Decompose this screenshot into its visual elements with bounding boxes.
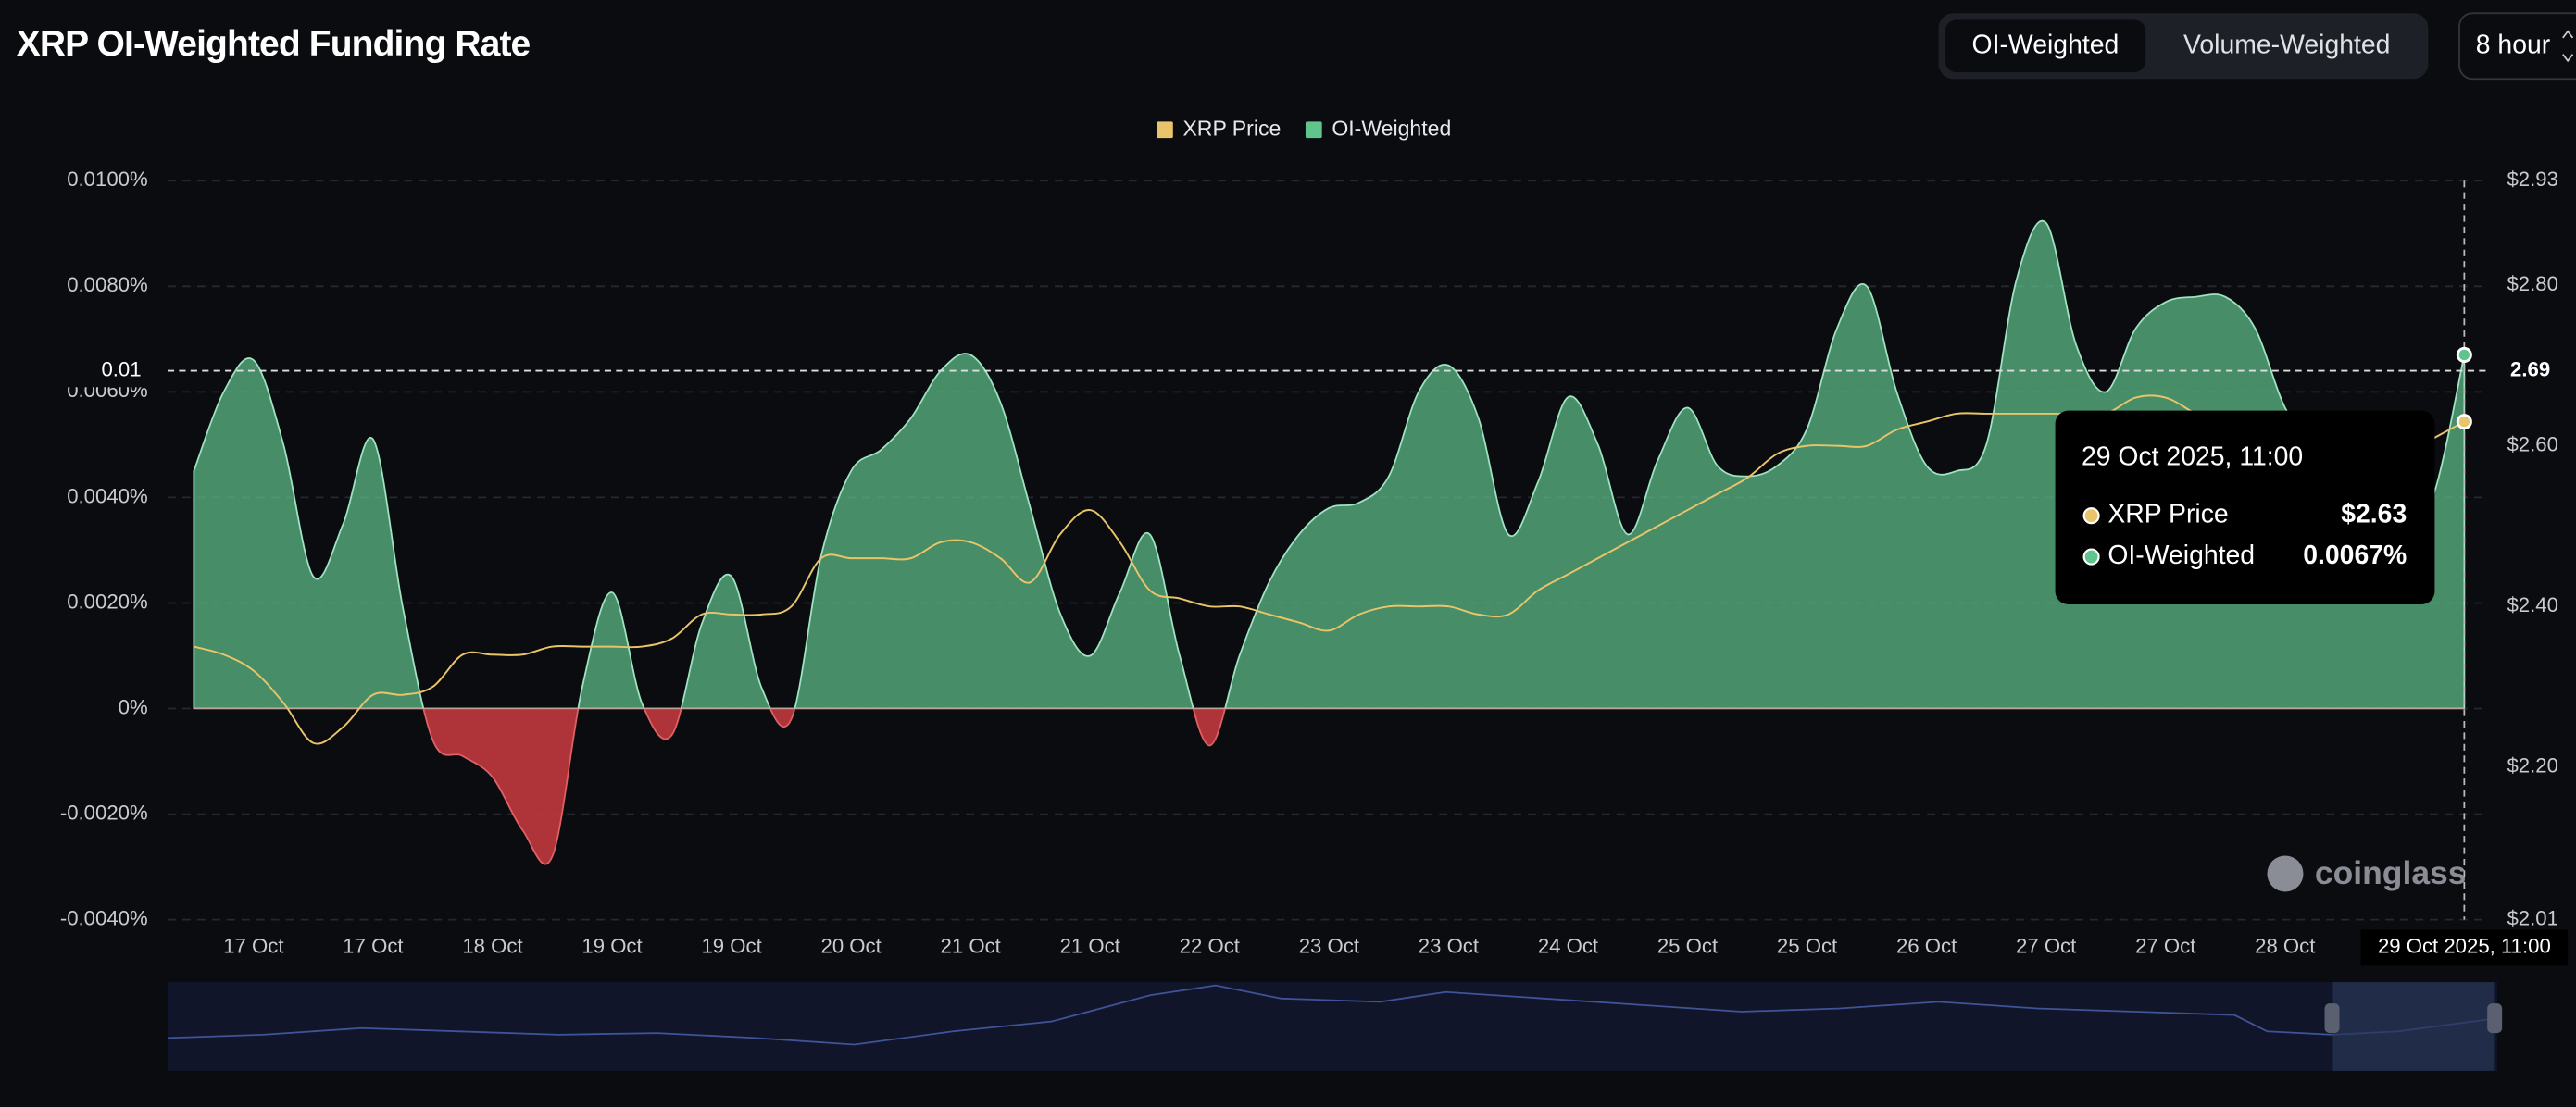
toggle-label[interactable]: Volume-Weighted [2183,30,2390,59]
watermark: coinglass [2315,854,2467,891]
navigator-line [167,984,2497,1046]
crosshair-x-box [2360,929,2569,966]
x-tick-label: 28 Oct [2255,935,2315,958]
y2-tick-label: $2.40 [2507,593,2557,616]
area-negative [193,708,2466,865]
x-tick-label: 21 Oct [941,935,1001,958]
tooltip-dot [2082,548,2100,566]
x-tick-label: 22 Oct [1180,935,1240,958]
navigator-handle[interactable] [2324,1003,2340,1034]
y2-tick-label: $2.80 [2507,272,2557,295]
hover-dot [2456,414,2472,430]
toggle-button[interactable] [1945,19,2146,73]
y-tick-label: 0.0040% [67,484,147,507]
toggle-label[interactable]: OI-Weighted [1972,30,2120,59]
crosshair-y-label: 0.01 [101,357,141,380]
crosshair-y2-label: 2.69 [2510,357,2550,380]
y2-tick-label: $2.20 [2507,754,2557,777]
x-tick-label: 20 Oct [821,935,882,958]
tooltip-value: $2.63 [2341,500,2407,529]
x-tick-label: 24 Oct [1538,935,1598,958]
y-tick-label: -0.0020% [60,801,148,824]
x-tick-label: 27 Oct [2016,935,2076,958]
y-tick-label: -0.0040% [60,907,148,930]
x-tick-label: 19 Oct [701,935,761,958]
y-tick-label: 0.0100% [67,168,147,191]
crosshair-x-label: 29 Oct 2025, 11:00 [2378,935,2551,958]
y-tick-label: 0% [119,695,148,718]
legend-label: XRP Price [1182,116,1281,140]
x-tick-label: 21 Oct [1060,935,1120,958]
legend-swatch [1157,121,1173,139]
legend-swatch [1305,121,1322,139]
x-tick-label: 17 Oct [343,935,403,958]
y2-tick-label: $2.93 [2507,168,2557,191]
watermark-icon [2267,855,2304,892]
tooltip-name: XRP Price [2107,500,2228,529]
chart-title: XRP OI-Weighted Funding Rate [17,24,531,64]
area-positive [193,219,2466,709]
x-tick-label: 25 Oct [1657,935,1718,958]
y-tick-label: 0.0080% [67,273,147,296]
navigator[interactable] [167,982,2497,1071]
tooltip-name: OI-Weighted [2107,541,2255,570]
legend-label: OI-Weighted [1332,116,1451,140]
interval-select[interactable] [2458,12,2576,81]
x-tick-label: 23 Oct [1299,935,1359,958]
interval-label[interactable]: 8 hour [2476,30,2550,59]
x-tick-label: 23 Oct [1419,935,1479,958]
tooltip [2055,410,2435,605]
y-tick-label: 0.0020% [67,590,147,613]
hover-dot [2456,346,2472,363]
x-tick-label: 19 Oct [581,935,642,958]
y2-tick-label: $2.60 [2507,432,2557,455]
navigator-window[interactable] [2332,982,2495,1071]
crosshair-y-box [65,354,152,388]
tooltip-dot [2082,507,2100,525]
crosshair-y2-box [2494,356,2576,391]
tooltip-title: 29 Oct 2025, 11:00 [2082,442,2303,472]
x-tick-label: 27 Oct [2135,935,2195,958]
tooltip-value: 0.0067% [2303,541,2407,570]
x-tick-label: 18 Oct [462,935,522,958]
x-tick-label: 26 Oct [1896,935,1957,958]
x-tick-label: 25 Oct [1777,935,1837,958]
x-tick-label: 17 Oct [223,935,283,958]
navigator-handle[interactable] [2487,1003,2503,1034]
select-chevron [2562,30,2574,63]
y2-tick-label: $2.01 [2507,907,2557,930]
